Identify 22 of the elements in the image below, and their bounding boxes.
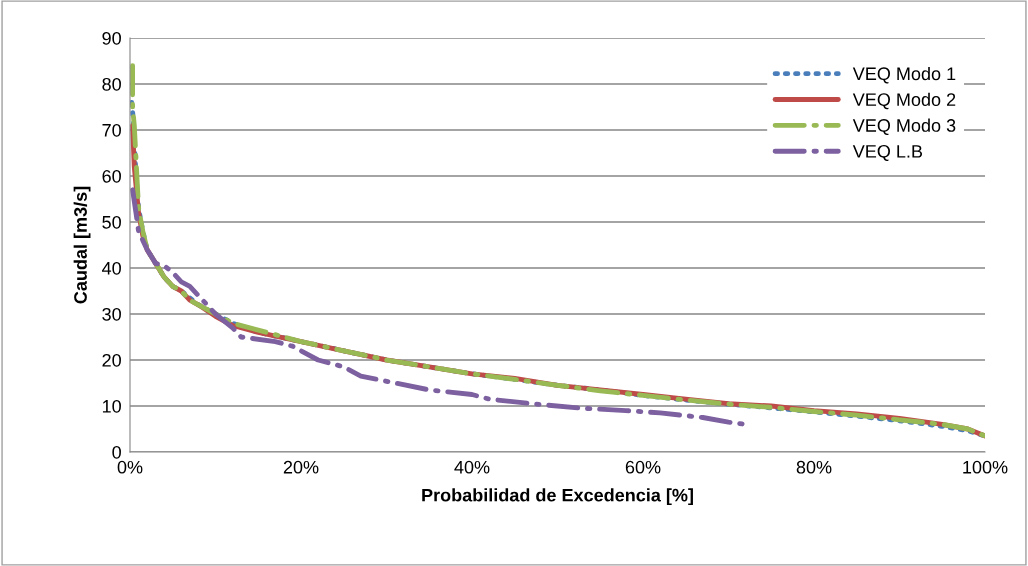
x-tick-label: 60% — [625, 460, 661, 474]
x-tick-label: 100% — [963, 460, 1008, 474]
y-tick-label: 30 — [102, 307, 121, 321]
y-tick-label: 0 — [112, 445, 121, 459]
x-tick-label: 20% — [283, 460, 319, 474]
x-tick-label: 40% — [454, 460, 490, 474]
y-tick-label: 40 — [102, 261, 121, 275]
legend-label: VEQ Modo 1 — [852, 66, 956, 84]
y-tick-label: 80 — [102, 77, 121, 91]
y-tick-label: 10 — [102, 399, 121, 413]
y-tick-label: 50 — [102, 215, 121, 229]
x-tick-label: 0% — [117, 460, 143, 474]
y-tick-label: 20 — [102, 353, 121, 367]
legend-label: VEQ Modo 2 — [852, 92, 956, 110]
y-axis-title: Caudal [m3/s] — [73, 186, 91, 304]
x-tick-label: 80% — [796, 460, 832, 474]
y-tick-label: 90 — [102, 31, 121, 45]
y-tick-label: 60 — [102, 169, 121, 183]
legend-label: VEQ L.B — [852, 144, 923, 161]
x-axis-title: Probabilidad de Excedencia [%] — [422, 488, 693, 506]
y-tick-label: 70 — [102, 123, 121, 137]
legend-label: VEQ Modo 3 — [852, 118, 956, 136]
